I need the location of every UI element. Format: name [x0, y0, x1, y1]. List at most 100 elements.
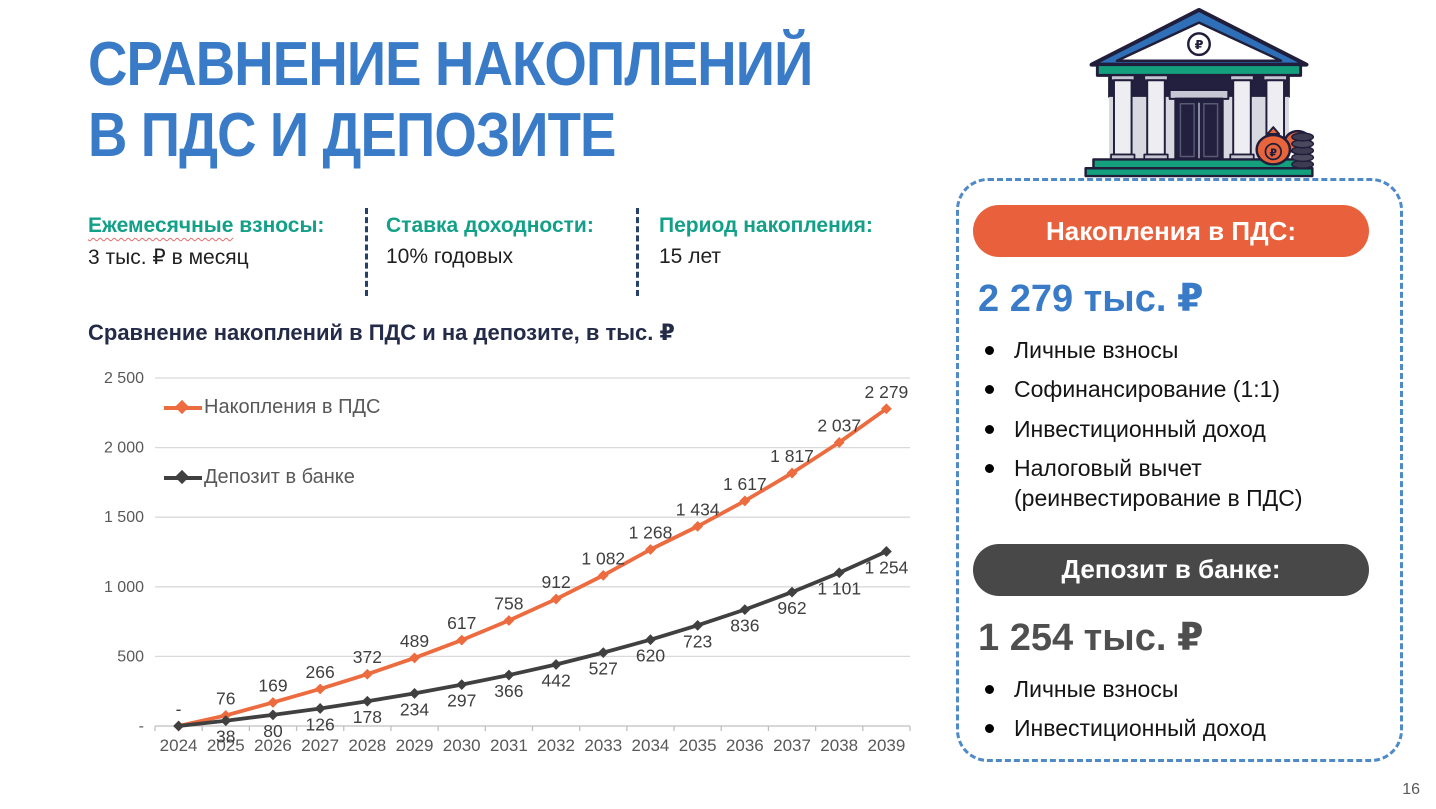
svg-text:2039: 2039 — [867, 736, 905, 755]
legend-diamond-marker — [174, 399, 190, 415]
param-label-rest: Период накопления: — [659, 214, 873, 237]
page-title-line1: СРАВНЕНИЕ НАКОПЛЕНИЙ — [88, 30, 813, 99]
svg-text:2030: 2030 — [443, 736, 481, 755]
data-point-marker — [361, 695, 373, 707]
data-label: 1 434 — [676, 499, 720, 519]
bullet-text: Инвестиционный доход — [1014, 415, 1266, 442]
svg-text:2033: 2033 — [584, 736, 622, 755]
data-point-marker — [692, 619, 704, 631]
data-point-marker — [550, 593, 562, 605]
svg-text:500: 500 — [117, 648, 144, 665]
svg-text:2031: 2031 — [490, 736, 528, 755]
bullet-dot — [985, 724, 994, 734]
data-label: 372 — [353, 647, 382, 667]
data-label: 527 — [589, 659, 618, 679]
deposit-bullet-list: Личные взносы Инвестиционный доход — [985, 674, 1386, 744]
data-label: 723 — [683, 631, 712, 651]
data-point-marker — [503, 669, 515, 681]
pds-amount: 2 279 тыс. ₽ — [978, 278, 1204, 320]
deposit-header-pill: Депозит в банке: — [973, 543, 1369, 596]
param-label: Период накопления: — [659, 214, 873, 238]
legend-line-marker — [164, 469, 202, 485]
data-point-marker — [220, 715, 232, 727]
bullet-text: Налоговый вычет (реинвестирование в ПДС) — [1014, 455, 1303, 512]
bullet-item: Софинансирование (1:1) — [985, 374, 1386, 404]
vertical-dashed-separator — [365, 208, 368, 296]
data-label: - — [176, 699, 182, 719]
data-point-marker — [881, 403, 892, 415]
data-label: 489 — [400, 631, 429, 651]
vertical-dashed-separator — [636, 208, 639, 296]
svg-text:1 500: 1 500 — [104, 509, 144, 526]
data-point-marker — [645, 634, 656, 646]
svg-text:2038: 2038 — [820, 736, 858, 755]
page-title: СРАВНЕНИЕ НАКОПЛЕНИЙ В ПДС И ДЕПОЗИТЕ — [88, 30, 813, 171]
data-point-marker — [267, 709, 279, 721]
data-point-marker — [833, 437, 845, 448]
bullet-dot — [985, 424, 994, 434]
data-point-marker — [409, 688, 420, 699]
param-label-rest: взносы: — [233, 214, 325, 237]
series-line — [176, 549, 889, 728]
page-number: 16 — [1402, 781, 1420, 798]
y-axis-labels: - 500 1 000 1 500 2 000 2 500 — [104, 370, 144, 735]
data-point-marker — [645, 544, 656, 555]
bullet-dot — [985, 684, 994, 694]
legend-item-pds: Накопления в ПДС — [164, 396, 380, 419]
data-point-marker — [267, 697, 279, 708]
svg-text:1 000: 1 000 — [104, 579, 144, 596]
bullet-text: Личные взносы — [1014, 675, 1179, 702]
legend-diamond-marker — [174, 469, 190, 485]
bank-illustration: ₽ ₽ — [1084, 7, 1315, 178]
data-label: 76 — [216, 688, 235, 708]
data-point-marker — [456, 679, 468, 691]
data-point-marker — [597, 569, 609, 581]
x-axis-labels: 2024 2025 2026 2027 2028 2029 2030 2031 2032 2033… — [160, 736, 906, 755]
param-value: 10% годовых — [386, 245, 513, 268]
data-label: 266 — [306, 662, 335, 682]
data-label: 126 — [306, 714, 335, 734]
data-point-marker — [361, 668, 373, 680]
data-label: 2 037 — [817, 415, 861, 435]
data-label: 297 — [447, 691, 476, 711]
param-label-rest: Ставка доходности: — [386, 214, 594, 237]
bullet-item: Личные взносы — [985, 674, 1386, 704]
gridlines — [155, 377, 910, 658]
data-label: 962 — [777, 598, 806, 618]
data-label: 2 279 — [865, 382, 909, 402]
legend-item-deposit: Депозит в банке — [164, 466, 355, 489]
param-monthly-contribution: Ежемесячные взносы: 3 тыс. ₽ в месяц — [88, 214, 324, 270]
ruble-coin-icon: ₽ — [1195, 38, 1204, 52]
data-point-marker — [550, 659, 562, 670]
data-label: 1 817 — [770, 446, 814, 466]
pds-header-pill: Накопления в ПДС: — [973, 205, 1369, 257]
data-label: 617 — [447, 613, 476, 633]
data-point-marker — [597, 647, 609, 659]
data-label: 178 — [353, 707, 382, 727]
data-point-marker — [786, 586, 798, 598]
svg-text:2037: 2037 — [773, 736, 811, 755]
series-1: 38 80 126 178 234 297 366 442 527 620 723 836 962 1 1… — [173, 546, 909, 747]
data-point-marker — [409, 652, 420, 664]
data-label: 1 268 — [629, 522, 673, 542]
svg-text:2026: 2026 — [254, 736, 292, 755]
data-point-marker — [786, 467, 798, 479]
data-point-marker — [503, 615, 515, 626]
svg-text:2032: 2032 — [537, 736, 575, 755]
ruble-bag-icon: ₽ — [1270, 148, 1278, 160]
summary-panel: Накопления в ПДС: 2 279 тыс. ₽ Личные вз… — [956, 178, 1403, 762]
data-point-marker — [833, 567, 845, 579]
series-line — [176, 406, 889, 728]
param-value: 3 тыс. ₽ в месяц — [88, 246, 249, 269]
chart-canvas: - 500 1 000 1 500 2 000 2 500 2024 2025 2026 2027… — [104, 370, 911, 755]
data-point-marker — [739, 604, 751, 616]
comparison-line-chart: - 500 1 000 1 500 2 000 2 500 2024 2025 2026 2027… — [80, 352, 920, 766]
bullet-dot — [985, 464, 994, 474]
data-point-marker — [456, 634, 468, 646]
svg-text:2 000: 2 000 — [104, 440, 144, 457]
svg-text:2028: 2028 — [348, 736, 386, 755]
parameters-row: Ежемесячные взносы: 3 тыс. ₽ в месяц Ста… — [88, 208, 918, 298]
svg-text:2034: 2034 — [632, 736, 670, 755]
